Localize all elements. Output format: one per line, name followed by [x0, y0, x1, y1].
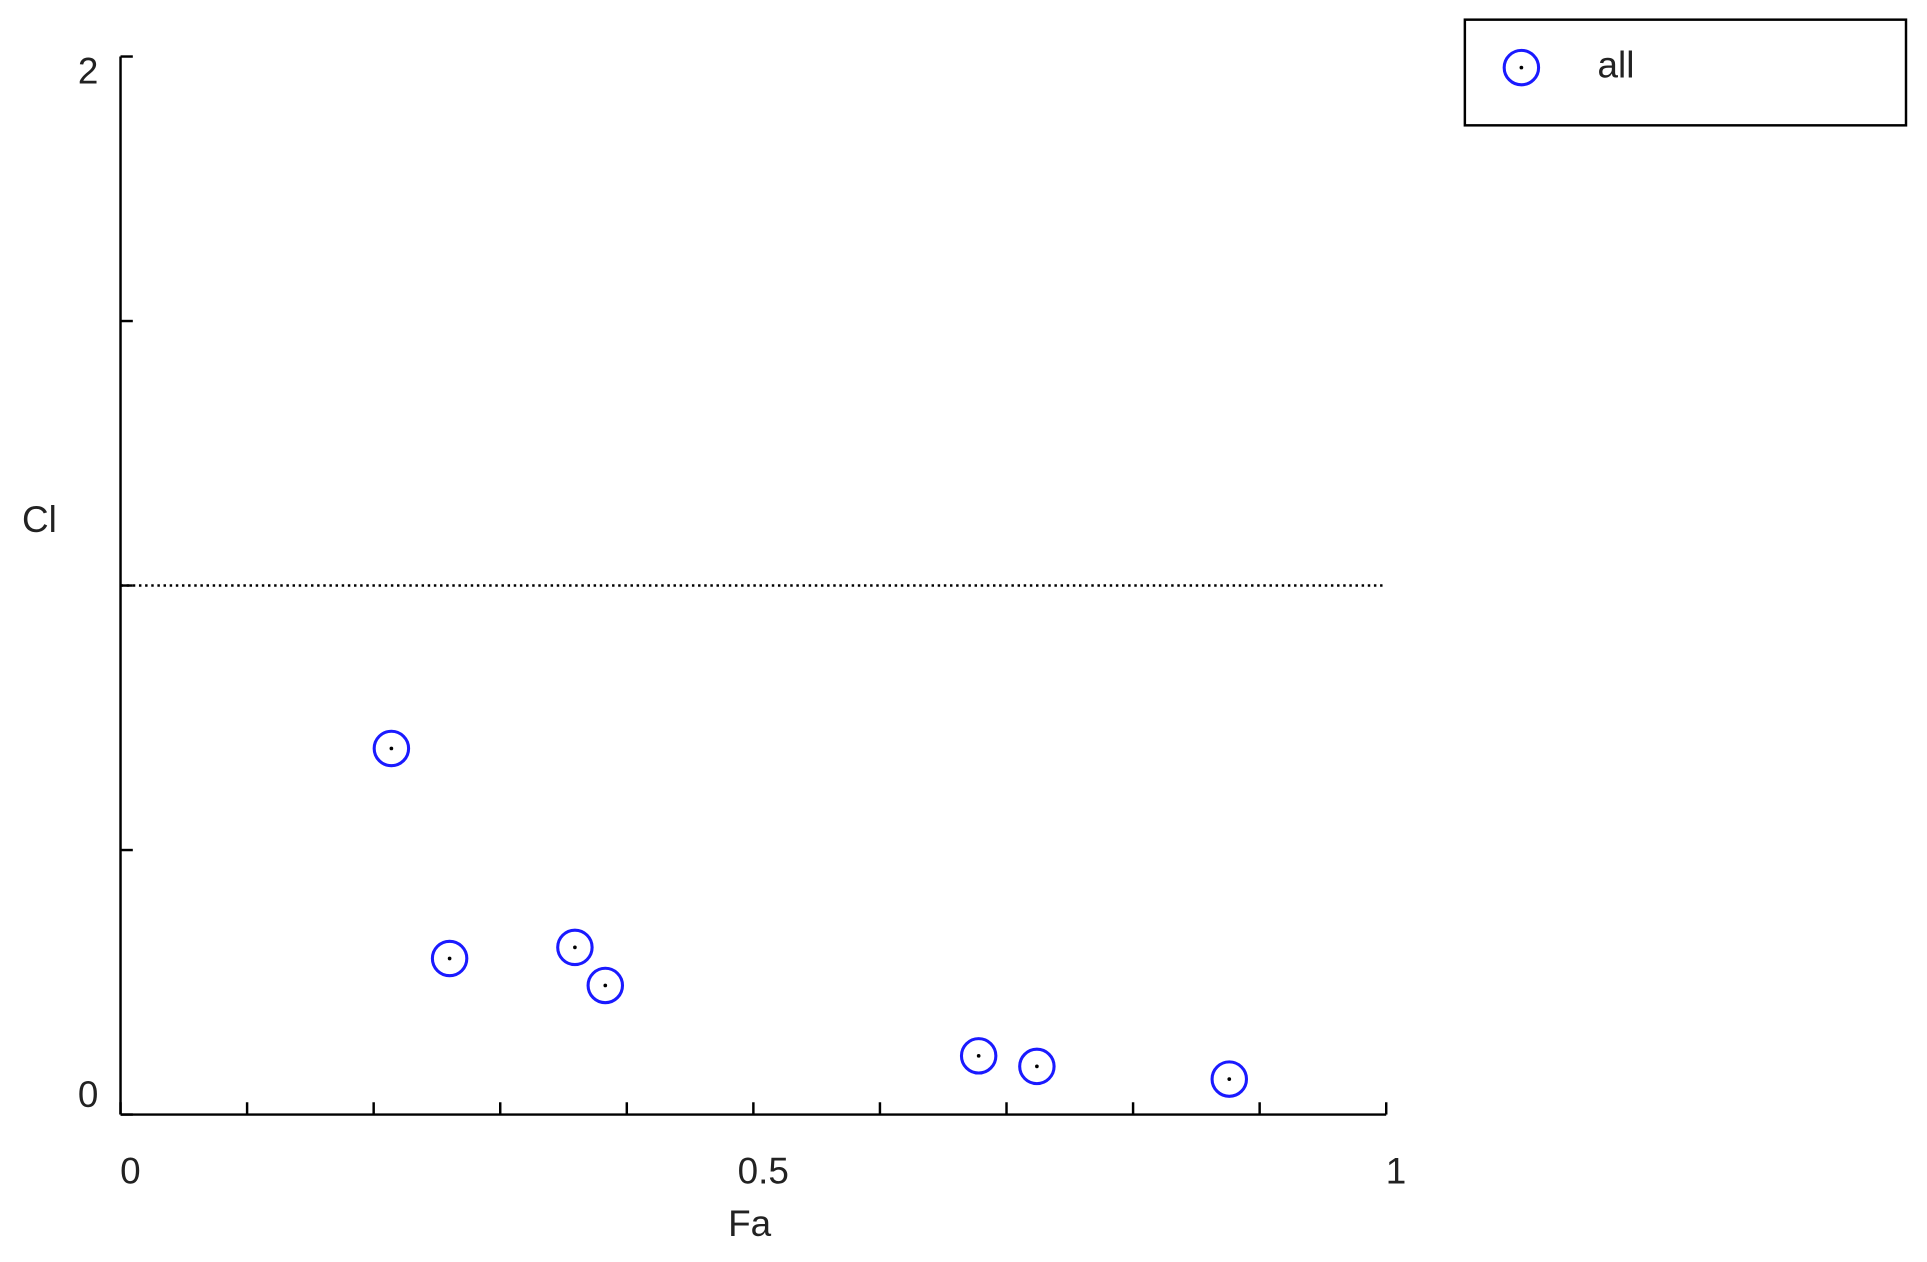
point [1210, 1060, 1249, 1098]
point [959, 1037, 998, 1075]
x-axis-label: Fa [728, 1203, 772, 1244]
legend-marker-dot [1519, 65, 1524, 70]
y-tick-label: 2 [78, 50, 99, 91]
point [1018, 1047, 1056, 1086]
point-dot [389, 746, 394, 751]
point [372, 729, 411, 768]
legend-marker [1502, 48, 1541, 87]
point-dot [603, 983, 608, 988]
point [586, 966, 625, 1005]
x-tick-label: 1 [1386, 1150, 1407, 1191]
x-tick-label: 0.5 [738, 1150, 789, 1191]
y-axis-label: Cl [22, 499, 57, 540]
point [430, 939, 469, 978]
point [556, 928, 594, 967]
x-tick-label: 0 [120, 1150, 141, 1191]
legend-box [1463, 18, 1908, 127]
point-dot [1035, 1064, 1039, 1069]
point-dot [1227, 1077, 1232, 1081]
y-tick-label: 0 [78, 1074, 99, 1115]
point-dot [447, 956, 452, 961]
legend-label: all [1598, 44, 1635, 85]
point-dot [976, 1053, 981, 1058]
point-dot [573, 945, 577, 950]
